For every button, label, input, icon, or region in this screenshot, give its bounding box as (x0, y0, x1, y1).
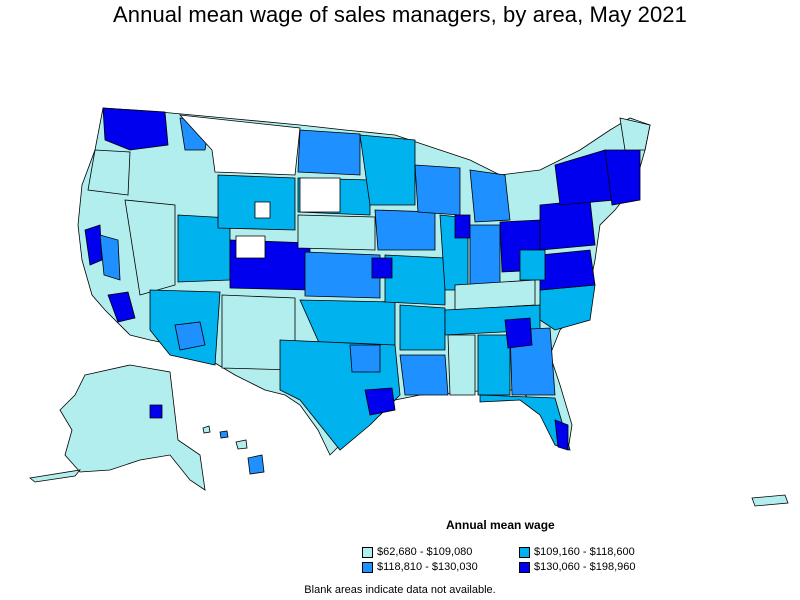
region-wisconsin (414, 164, 461, 216)
region-north-dakota (297, 129, 361, 176)
region-west-virginia (519, 249, 546, 281)
region-dallas (349, 344, 381, 373)
region-iowa (374, 209, 436, 251)
region-virginia (539, 249, 596, 291)
region-washington-west (102, 107, 169, 151)
region-chicago (454, 214, 471, 239)
legend-swatch-4 (519, 561, 530, 573)
puerto-rico (751, 494, 789, 507)
map-title: Annual mean wage of sales managers, by a… (113, 2, 687, 27)
region-indiana (469, 224, 501, 291)
legend-swatch-3 (362, 561, 373, 573)
region-central-valley (99, 234, 121, 281)
legend-item-4: $130,060 - $198,960 (519, 561, 636, 573)
legend-label-4: $130,060 - $198,960 (534, 561, 636, 573)
legend-item-1: $62,680 - $109,080 (362, 546, 472, 558)
region-atlanta (504, 317, 533, 349)
region-south-florida (554, 419, 569, 451)
region-missouri (384, 254, 446, 306)
region-mississippi (447, 334, 476, 396)
region-puerto-rico (751, 494, 789, 507)
region-nevada (124, 199, 176, 296)
region-louisiana (399, 354, 449, 396)
legend-swatch-1 (362, 546, 373, 558)
region-hawaii-maui (235, 439, 248, 450)
region-colorado-blank (235, 235, 266, 259)
region-carolinas (539, 284, 596, 331)
legend-item-3: $118,810 - $130,030 (362, 561, 478, 573)
region-phoenix (174, 321, 206, 351)
legend-item-2: $109,160 - $118,600 (519, 546, 635, 558)
region-anchorage (149, 404, 163, 419)
region-maine (619, 117, 651, 151)
region-montana (178, 114, 301, 176)
region-florida (479, 394, 571, 451)
region-nebraska (297, 214, 376, 251)
region-alaska (59, 364, 206, 491)
alaska (29, 364, 206, 491)
region-arkansas (399, 304, 446, 351)
hawaii (202, 425, 265, 475)
footnote: Blank areas indicate data not available. (304, 584, 496, 596)
region-oregon-west (87, 149, 131, 196)
region-wyoming-blank (254, 201, 271, 219)
legend-title: Annual mean wage (446, 518, 555, 532)
region-michigan (469, 169, 511, 223)
region-pennsylvania (539, 199, 596, 251)
legend-swatch-2 (519, 546, 530, 558)
region-socal (107, 291, 136, 323)
contiguous-us (77, 107, 651, 456)
region-hawaii-big-island (247, 454, 265, 475)
region-kansas-city (371, 257, 393, 279)
region-alaska-peninsula (29, 469, 81, 483)
region-minnesota (359, 134, 416, 206)
region-hawaii-oahu (219, 430, 229, 439)
region-kansas (304, 251, 381, 299)
region-nebraska-blank (299, 177, 341, 213)
legend-label-2: $109,160 - $118,600 (534, 546, 635, 558)
legend-label-3: $118,810 - $130,030 (377, 561, 478, 573)
region-hawaii-kauai (202, 425, 211, 434)
region-alabama (477, 334, 511, 396)
legend-label-1: $62,680 - $109,080 (377, 546, 473, 558)
region-bay-area (84, 224, 103, 266)
region-houston (364, 387, 396, 416)
